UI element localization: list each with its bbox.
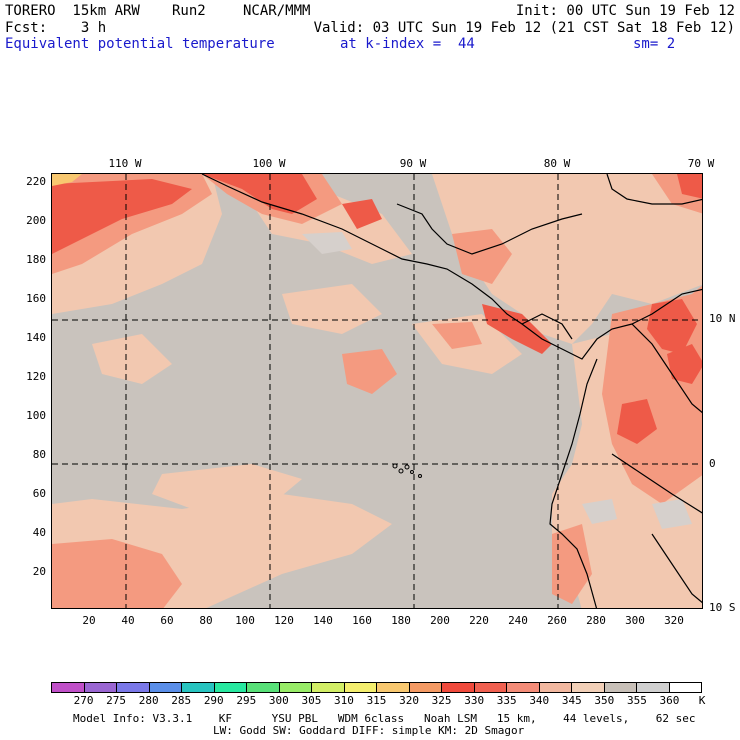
forecast-hour: Fcst: 3 h: [5, 20, 107, 36]
colorbar-swatch: [52, 683, 85, 692]
org-label: NCAR/MMM: [243, 3, 311, 19]
x-tick: 80: [199, 614, 213, 627]
colorbar-label: 305: [301, 694, 322, 707]
colorbar-label: 325: [431, 694, 452, 707]
colorbar-swatch: [604, 683, 637, 692]
colorbar-swatch: [279, 683, 312, 692]
colorbar-label: 315: [366, 694, 387, 707]
model-info: Model Info: V3.3.1 KF YSU PBL WDM 6class…: [73, 712, 696, 725]
colorbar-swatch: [182, 683, 215, 692]
y-tick: 120: [26, 370, 46, 383]
lon-label-70w: 70 W: [687, 157, 715, 170]
field-320-325: [52, 174, 82, 186]
y-tick: 160: [26, 292, 46, 305]
x-tick: 260: [547, 614, 567, 627]
lon-label-100w: 100 W: [252, 157, 286, 170]
colorbar-swatch: [409, 683, 442, 692]
x-tick: 300: [625, 614, 645, 627]
lat-label-0: 0: [709, 457, 716, 470]
level-index: at k-index = 44: [340, 36, 475, 52]
colorbar-label: 310: [334, 694, 354, 707]
lat-label-10s: 10 S: [709, 601, 736, 614]
x-tick: 280: [586, 614, 606, 627]
x-tick: 120: [274, 614, 294, 627]
lon-label-80w: 80 W: [543, 157, 571, 170]
lon-label-90w: 90 W: [399, 157, 427, 170]
init-time: Init: 00 UTC Sun 19 Feb 12: [515, 3, 735, 19]
colorbar-swatch: [442, 683, 475, 692]
run-label: Run2: [172, 3, 206, 19]
smoothing-label: sm= 2: [633, 36, 676, 52]
x-tick: 180: [391, 614, 411, 627]
graticule: [52, 174, 702, 608]
colorbar-label: 290: [203, 694, 224, 707]
colorbar-swatch: [247, 683, 280, 692]
colorbar-swatch: [377, 683, 410, 692]
x-tick: 20: [82, 614, 96, 627]
colorbar-label: 275: [106, 694, 127, 707]
field-330-335: [52, 174, 702, 444]
colorbar-label: 355: [626, 694, 647, 707]
colorbar-label: 350: [594, 694, 615, 707]
colorbar-label: 330: [464, 694, 485, 707]
y-tick: 40: [32, 526, 46, 539]
theta-e-map: [51, 173, 703, 609]
colorbar-label: K: [698, 694, 706, 707]
x-tick: 100: [235, 614, 255, 627]
y-tick: 60: [32, 487, 46, 500]
y-tick: 100: [26, 409, 46, 422]
colorbar-swatch: [474, 683, 507, 692]
coastlines: [201, 174, 702, 608]
y-tick: 200: [26, 214, 46, 227]
colorbar-label: 270: [73, 694, 94, 707]
y-tick: 20: [32, 565, 46, 578]
y-tick: 220: [26, 175, 46, 188]
colorbar-swatch: [214, 683, 247, 692]
colorbar: [51, 682, 702, 693]
lon-label-110w: 110 W: [108, 157, 142, 170]
y-tick: 140: [26, 331, 46, 344]
colorbar-swatch: [149, 683, 182, 692]
colorbar-label: 295: [236, 694, 257, 707]
x-tick: 240: [508, 614, 528, 627]
colorbar-swatch: [84, 683, 117, 692]
physics-info: LW: Godd SW: Goddard DIFF: simple KM: 2D…: [213, 724, 525, 737]
x-tick: 320: [664, 614, 684, 627]
colorbar-label: 340: [529, 694, 550, 707]
colorbar-label: 300: [268, 694, 289, 707]
y-tick: 80: [32, 448, 46, 461]
colorbar-label: 360: [659, 694, 680, 707]
colorbar-label: 320: [399, 694, 419, 707]
colorbar-label: 280: [138, 694, 159, 707]
colorbar-swatch: [637, 683, 670, 692]
y-tick: 180: [26, 253, 46, 266]
colorbar-swatch: [312, 683, 345, 692]
colorbar-swatch: [539, 683, 572, 692]
colorbar-swatch: [507, 683, 540, 692]
colorbar-label: 345: [561, 694, 582, 707]
colorbar-swatch: [117, 683, 150, 692]
x-tick: 160: [352, 614, 372, 627]
valid-time: Valid: 03 UTC Sun 19 Feb 12 (21 CST Sat …: [313, 20, 735, 36]
x-tick: 60: [160, 614, 174, 627]
colorbar-swatch: [344, 683, 377, 692]
colorbar-swatch: [669, 683, 701, 692]
field-350-355: [302, 232, 692, 529]
colorbar-swatch: [572, 683, 605, 692]
field-name: Equivalent potential temperature: [5, 36, 275, 52]
colorbar-label: 335: [496, 694, 517, 707]
model-title: TORERO 15km ARW: [5, 3, 140, 19]
x-tick: 140: [313, 614, 333, 627]
x-tick: 40: [121, 614, 135, 627]
colorbar-label: 285: [171, 694, 192, 707]
lat-label-10n: 10 N: [709, 312, 736, 325]
x-tick: 200: [430, 614, 450, 627]
x-tick: 220: [469, 614, 489, 627]
